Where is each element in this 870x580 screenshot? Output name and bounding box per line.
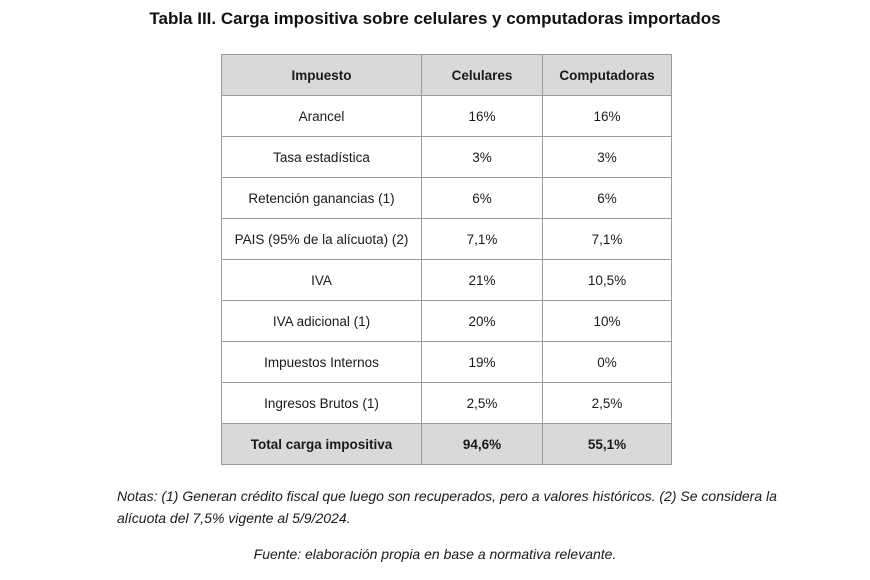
cell-celulares: 2,5% [421,382,543,424]
cell-computadoras: 16% [542,95,672,137]
table-header-row: Impuesto Celulares Computadoras [221,54,672,96]
table-notes: Notas: (1) Generan crédito fiscal que lu… [117,488,777,526]
table-row: Retención ganancias (1) 6% 6% [221,177,672,219]
cell-impuesto: Retención ganancias (1) [221,177,422,219]
header-computadoras: Computadoras [542,54,672,96]
cell-computadoras: 0% [542,341,672,383]
tax-burden-table: Impuesto Celulares Computadoras Arancel … [221,54,672,465]
table-total-row: Total carga impositiva 94,6% 55,1% [221,423,672,465]
table-source: Fuente: elaboración propia en base a nor… [253,546,617,562]
cell-impuesto: Tasa estadística [221,136,422,178]
header-celulares: Celulares [421,54,543,96]
total-computadoras: 55,1% [542,423,672,465]
table-row: PAIS (95% de la alícuota) (2) 7,1% 7,1% [221,218,672,260]
cell-celulares: 6% [421,177,543,219]
cell-computadoras: 2,5% [542,382,672,424]
table-row: Impuestos Internos 19% 0% [221,341,672,383]
table-row: IVA adicional (1) 20% 10% [221,300,672,342]
cell-computadoras: 6% [542,177,672,219]
table-title: Tabla III. Carga impositiva sobre celula… [149,9,721,28]
table-row: Arancel 16% 16% [221,95,672,137]
cell-impuesto: IVA adicional (1) [221,300,422,342]
cell-impuesto: Arancel [221,95,422,137]
cell-impuesto: Impuestos Internos [221,341,422,383]
cell-computadoras: 10,5% [542,259,672,301]
cell-computadoras: 10% [542,300,672,342]
cell-celulares: 19% [421,341,543,383]
cell-celulares: 3% [421,136,543,178]
cell-celulares: 21% [421,259,543,301]
cell-computadoras: 7,1% [542,218,672,260]
cell-impuesto: Ingresos Brutos (1) [221,382,422,424]
total-celulares: 94,6% [421,423,543,465]
table-row: Ingresos Brutos (1) 2,5% 2,5% [221,382,672,424]
cell-celulares: 20% [421,300,543,342]
table-row: IVA 21% 10,5% [221,259,672,301]
header-impuesto: Impuesto [221,54,422,96]
table-row: Tasa estadística 3% 3% [221,136,672,178]
cell-celulares: 16% [421,95,543,137]
cell-impuesto: PAIS (95% de la alícuota) (2) [221,218,422,260]
cell-impuesto: IVA [221,259,422,301]
cell-computadoras: 3% [542,136,672,178]
cell-celulares: 7,1% [421,218,543,260]
total-label: Total carga impositiva [221,423,422,465]
